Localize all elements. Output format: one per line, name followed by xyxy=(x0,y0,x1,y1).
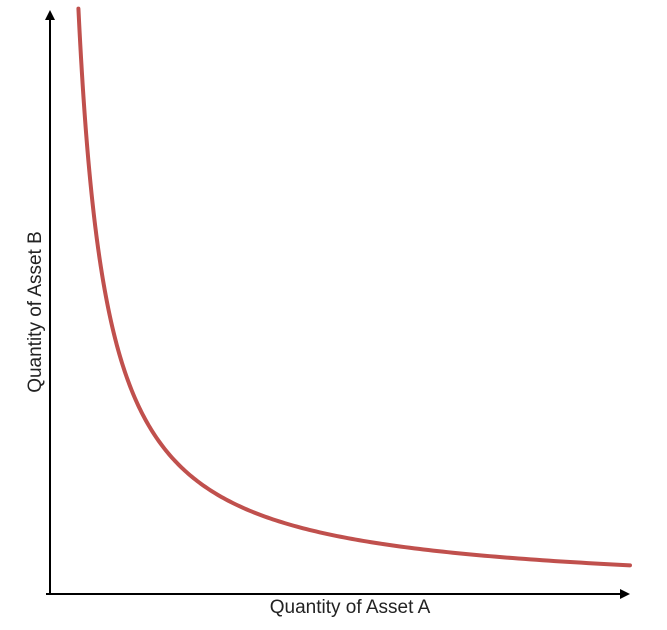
x-axis-label: Quantity of Asset A xyxy=(270,597,431,618)
y-axis-label: Quantity of Asset B xyxy=(25,231,46,393)
series-line-curve xyxy=(76,6,632,568)
